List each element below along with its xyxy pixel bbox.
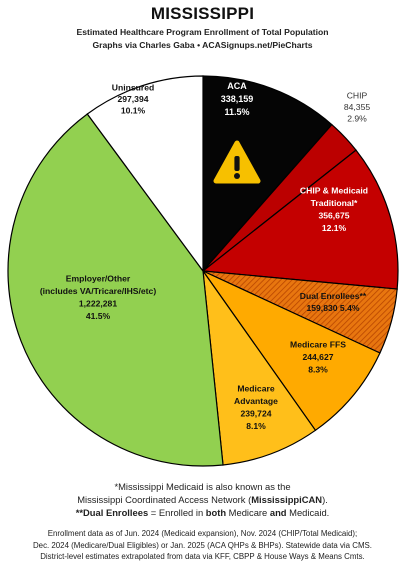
footnote-mississippican: Mississippi Coordinated Access Network (… bbox=[0, 493, 405, 506]
footnote-bold-text: both bbox=[205, 507, 227, 518]
slice-label-line: 338,159 bbox=[221, 94, 254, 104]
slice-label-1: ACA 338,159 11.5% bbox=[221, 81, 254, 117]
slice-label-line: Medicare bbox=[237, 383, 274, 393]
slice-label-line: 297,394 bbox=[117, 94, 148, 104]
slice-label-line: 12.1% bbox=[322, 223, 347, 233]
slice-label-line: Dual Enrollees** bbox=[300, 291, 367, 301]
pie-slice-3 bbox=[201, 149, 399, 290]
footnote-text: Mississippi Coordinated Access Network ( bbox=[77, 494, 252, 505]
footnote-text: ). bbox=[322, 494, 328, 505]
slice-label-line: 239,724 bbox=[240, 408, 271, 418]
slice-label-line: 8.1% bbox=[246, 421, 266, 431]
slice-label-line: 41.5% bbox=[86, 311, 111, 321]
slice-label-line: CHIP bbox=[347, 91, 368, 101]
pie-slices bbox=[7, 75, 399, 467]
slice-label-line: 2.9% bbox=[347, 114, 367, 124]
slice-label-line: 10.1% bbox=[121, 106, 146, 116]
pie-slice-1 bbox=[202, 75, 333, 273]
footnote-dual-enrollees: **Dual Enrollees = Enrolled in both Medi… bbox=[0, 506, 405, 519]
footnote-bold-text: **Dual Enrollees bbox=[75, 507, 149, 518]
footnote-medicaid-name: *Mississippi Medicaid is also known as t… bbox=[114, 481, 291, 492]
slice-label-line: 1,222,281 bbox=[79, 298, 117, 308]
slice-label-line: Employer/Other bbox=[66, 273, 131, 283]
slice-label-2: CHIP 84,355 2.9% bbox=[344, 91, 371, 124]
slice-label-line: Traditional* bbox=[311, 198, 358, 208]
slice-label-8: Uninsured 297,394 10.1% bbox=[112, 83, 155, 116]
slice-label-line: Uninsured bbox=[112, 83, 155, 93]
slice-label-line: Medicare FFS bbox=[290, 340, 346, 350]
slice-label-6: Medicare Advantage 239,724 8.1% bbox=[234, 383, 278, 431]
slice-label-line: CHIP & Medicaid bbox=[300, 185, 368, 195]
pie-slice-7 bbox=[7, 113, 224, 467]
slice-label-line: 356,675 bbox=[318, 210, 349, 220]
slice-label-line: 8.3% bbox=[308, 365, 328, 375]
enrollment-note-line: Enrollment data as of Jun. 2024 (Medicai… bbox=[47, 529, 358, 538]
chart-source-credit: Graphs via Charles Gaba • ACASignups.net… bbox=[92, 40, 313, 50]
slice-label-line: (includes VA/Tricare/IHS/etc) bbox=[40, 286, 157, 296]
chart-subtitle: Estimated Healthcare Program Enrollment … bbox=[76, 27, 329, 37]
chart-title: MISSISSIPPI bbox=[150, 4, 255, 23]
footnote-text: Medicare bbox=[226, 507, 270, 518]
footnote-bold-text: MississippiCAN bbox=[251, 494, 323, 505]
slice-label-7: Employer/Other (includes VA/Tricare/IHS/e… bbox=[40, 273, 157, 321]
slice-label-line: 244,627 bbox=[302, 352, 333, 362]
slice-label-line: Advantage bbox=[234, 396, 278, 406]
slice-label-3: CHIP & Medicaid Traditional* 356,675 12.1% bbox=[300, 185, 368, 233]
slice-label-line: 84,355 bbox=[344, 102, 371, 112]
footnote-bold-text: and bbox=[269, 507, 287, 518]
slice-label-line: 11.5% bbox=[224, 107, 249, 117]
slice-label-4: Dual Enrollees** 159,830 5.4% bbox=[300, 291, 367, 313]
pie-labels: ACA 338,159 11.5% CHIP 84,355 2.9% CHIP & Medi… bbox=[40, 81, 371, 431]
slice-label-line: 159,830 5.4% bbox=[306, 303, 359, 313]
warning-icon bbox=[213, 140, 261, 184]
slice-label-5: Medicare FFS 244,627 8.3% bbox=[290, 340, 346, 375]
slice-label-line: ACA bbox=[227, 81, 247, 91]
pie-slice-8 bbox=[86, 75, 204, 273]
footnote-text: = Enrolled in bbox=[148, 507, 206, 518]
pie-slice-6 bbox=[202, 268, 317, 466]
enrollment-note-line: Dec. 2024 (Medicare/Dual Eligibles) or J… bbox=[32, 540, 372, 550]
pie-slice-5 bbox=[201, 269, 381, 432]
enrollment-note-line: District-level estimates extrapolated fr… bbox=[40, 552, 365, 561]
footnote-text: Medicaid. bbox=[286, 507, 330, 518]
